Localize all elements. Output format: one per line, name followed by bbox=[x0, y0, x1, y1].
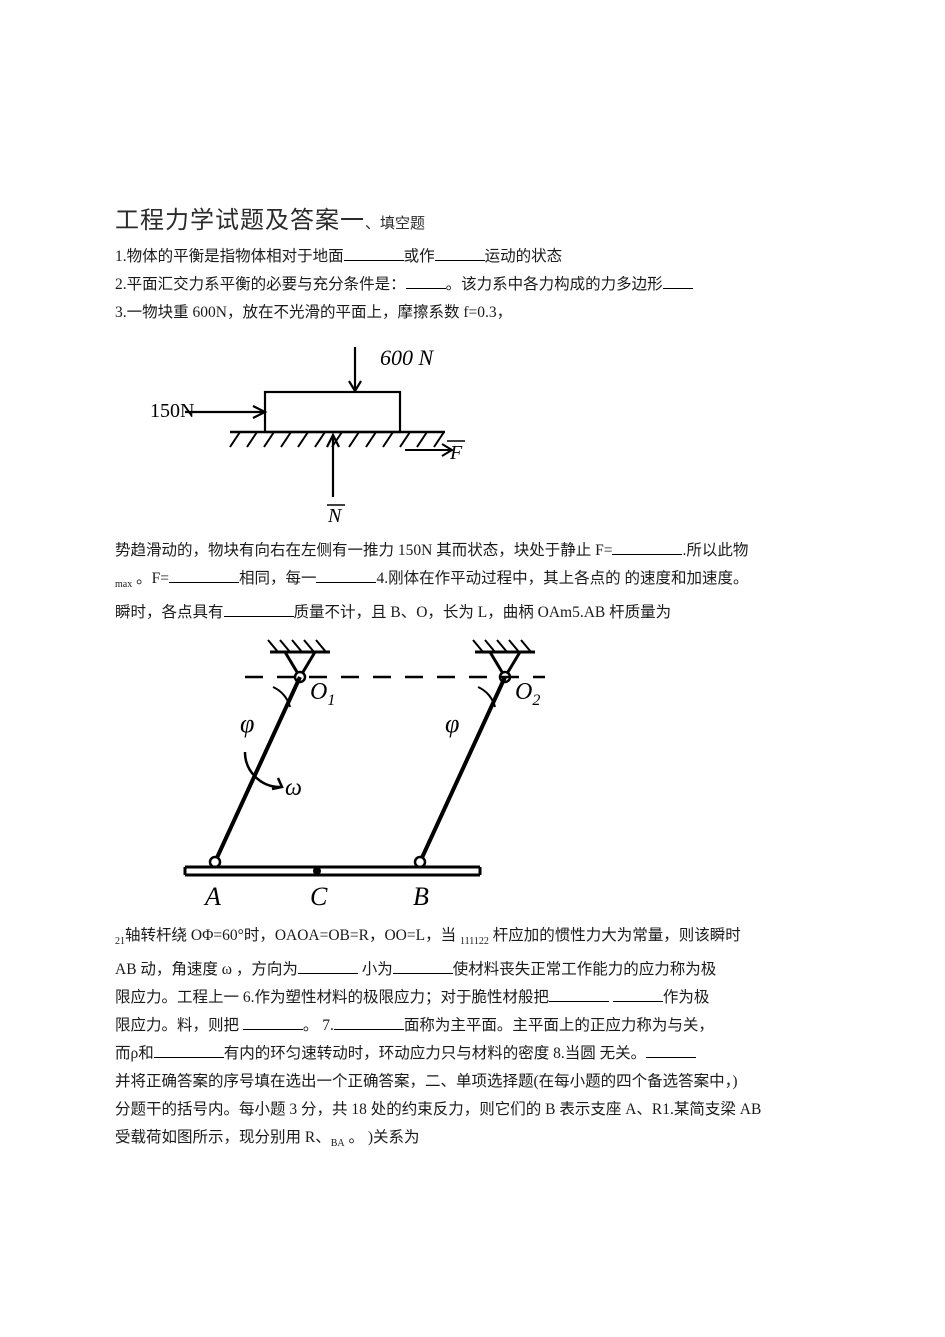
blank bbox=[393, 958, 453, 975]
blank bbox=[334, 1014, 404, 1031]
title-line: 工程力学试题及答案一、填空题 bbox=[115, 200, 830, 235]
section2-line2: 分题干的括号内。每小题 3 分，共 18 处的约束反力，则它们的 B 表示支座 … bbox=[115, 1096, 830, 1124]
blank bbox=[316, 567, 376, 584]
figure-1-svg: 600 N 150N bbox=[145, 337, 505, 527]
blank bbox=[612, 539, 682, 556]
label-150n: 150N bbox=[150, 400, 194, 422]
label-f: F bbox=[449, 442, 463, 464]
q10-b: 有内的环匀速转动时，环动应力只与材料的密度 8.当圆 无关。 bbox=[224, 1045, 646, 1062]
q5-line: 瞬时，各点具有 质量不计，且 B、O，长为 L，曲柄 OAm5.AB 杆质量为 bbox=[115, 599, 830, 627]
q2-line: 2.平面汇交力系平衡的必要与充分条件是： 。该力系中各力构成的力多边形 bbox=[115, 271, 830, 299]
support-o2 bbox=[473, 640, 535, 682]
section2-line1: 并将正确答案的序号填在选出一个正确答案，二、单项选择题(在每小题的四个备选答案中… bbox=[115, 1068, 830, 1096]
q4-d: 4.刚体在作平动过程中，其上各点的 的速度和加速度。 bbox=[376, 570, 748, 587]
blank bbox=[224, 601, 294, 618]
q7-a: AB 动，角速度 ω ，方向为 bbox=[115, 961, 298, 978]
q8-b: 作为极 bbox=[663, 989, 710, 1006]
q6-line: 21轴转杆绕 OΦ=60°时，OAOA=OB=R，OO=L，当 111122 杆… bbox=[115, 922, 830, 956]
q2-text-a: 2.平面汇交力系平衡的必要与充分条件是： bbox=[115, 276, 406, 293]
label-o1: O1 bbox=[310, 679, 335, 709]
blank bbox=[435, 245, 485, 262]
blank bbox=[298, 958, 358, 975]
label-b: B bbox=[413, 882, 429, 911]
q8-line: 限应力。工程上一 6.作为塑性材料的极限应力；对于脆性材般把 作为极 bbox=[115, 984, 830, 1012]
page-title: 工程力学试题及答案一 bbox=[115, 208, 365, 234]
label-600n: 600 N bbox=[380, 345, 435, 370]
blank bbox=[344, 245, 404, 262]
bar-o2-b bbox=[420, 677, 505, 862]
q3b-b: .所以此物 bbox=[682, 542, 748, 559]
blank bbox=[154, 1042, 224, 1059]
q9-b: 。 7. bbox=[303, 1017, 334, 1034]
label-phi2: φ bbox=[445, 709, 459, 738]
blank bbox=[169, 567, 239, 584]
q1-text-a: 1.物体的平衡是指物体相对于地面 bbox=[115, 248, 344, 265]
q1-text-b: 或作 bbox=[404, 248, 435, 265]
bar-o1-a bbox=[215, 677, 300, 862]
label-o2: O2 bbox=[515, 679, 540, 709]
q6-sub2: 111122 bbox=[460, 936, 489, 947]
sec2-d: 。 )关系为 bbox=[345, 1129, 420, 1146]
blank bbox=[613, 986, 663, 1003]
page: 工程力学试题及答案一、填空题 1.物体的平衡是指物体相对于地面 或作 运动的状态 2… bbox=[0, 0, 945, 1278]
figure-block-friction: 600 N 150N bbox=[145, 337, 830, 527]
q5-b: 质量不计，且 B、O，长为 L，曲柄 OAm5.AB 杆质量为 bbox=[294, 604, 672, 621]
blank bbox=[663, 273, 693, 290]
label-c: C bbox=[310, 882, 328, 911]
q6-sub1: 21 bbox=[115, 936, 125, 947]
support-o1 bbox=[268, 640, 330, 682]
q4-b: 。F= bbox=[132, 570, 169, 587]
sec2-c: 受载荷如图所示，现分别用 R、 bbox=[115, 1129, 331, 1146]
blank bbox=[406, 273, 446, 290]
q2-text-b: 。该力系中各力构成的力多边形 bbox=[446, 276, 663, 293]
label-n: N bbox=[327, 505, 343, 527]
blank bbox=[646, 1042, 696, 1059]
q9-c: 面称为主平面。主平面上的正应力称为与关， bbox=[404, 1017, 714, 1034]
q7-c: 使材料丧失正常工作能力的应力称为极 bbox=[453, 961, 717, 978]
q6-d: 杆应加的惯性力大为常量，则该瞬时 bbox=[489, 927, 741, 944]
q8-a: 限应力。工程上一 6.作为塑性材料的极限应力；对于脆性材般把 bbox=[115, 989, 549, 1006]
label-phi1: φ bbox=[240, 709, 254, 738]
q1-text-c: 运动的状态 bbox=[485, 248, 563, 265]
q7-line: AB 动，角速度 ω ，方向为 小为 使材料丧失正常工作能力的应力称为极 bbox=[115, 956, 830, 984]
q4-c: 相同，每一 bbox=[239, 570, 317, 587]
figure-linkage: O1 O2 φ φ ω A bbox=[145, 637, 830, 912]
q1-line: 1.物体的平衡是指物体相对于地面 或作 运动的状态 bbox=[115, 243, 830, 271]
q9-line: 限应力。料，则把 。 7. 面称为主平面。主平面上的正应力称为与关， bbox=[115, 1012, 830, 1040]
q5-a: 瞬时，各点具有 bbox=[115, 604, 224, 621]
point-c bbox=[313, 867, 321, 875]
q3b-line: 势趋滑动的，物块有向右在左侧有一推力 150N 其而状态，块处于静止 F= .所以… bbox=[115, 537, 830, 565]
figure-2-svg: O1 O2 φ φ ω A bbox=[145, 637, 575, 912]
q7-b: 小为 bbox=[358, 961, 393, 978]
q3b-a: 势趋滑动的，物块有向右在左侧有一推力 150N 其而状态，块处于静止 F= bbox=[115, 542, 612, 559]
q3-text: 3.一物块重 600N，放在不光滑的平面上，摩擦系数 f=0.3， bbox=[115, 304, 512, 321]
label-a: A bbox=[203, 882, 221, 911]
q9-a: 限应力。料，则把 bbox=[115, 1017, 243, 1034]
q4-sub: max bbox=[115, 579, 132, 590]
sec2-a: 并将正确答案的序号填在选出一个正确答案，二、单项选择题(在每小题的四个备选答案中… bbox=[115, 1073, 738, 1090]
q10-a: 而ρ和 bbox=[115, 1045, 154, 1062]
q6-b: 轴转杆绕 OΦ=60°时，OAOA=OB=R，OO=L，当 bbox=[125, 927, 460, 944]
blank bbox=[549, 986, 609, 1003]
label-omega: ω bbox=[285, 775, 302, 801]
block-rect bbox=[265, 392, 400, 432]
sec2-sub: BA bbox=[331, 1138, 345, 1149]
sec2-b: 分题干的括号内。每小题 3 分，共 18 处的约束反力，则它们的 B 表示支座 … bbox=[115, 1101, 761, 1118]
page-subtitle: 、填空题 bbox=[365, 216, 425, 232]
blank bbox=[243, 1014, 303, 1031]
q10-line: 而ρ和 有内的环匀速转动时，环动应力只与材料的密度 8.当圆 无关。 bbox=[115, 1040, 830, 1068]
section2-line3: 受载荷如图所示，现分别用 R、BA 。 )关系为 bbox=[115, 1124, 830, 1158]
q4-line: max 。F= 相同，每一 4.刚体在作平动过程中，其上各点的 的速度和加速度。 bbox=[115, 565, 830, 599]
q3-line: 3.一物块重 600N，放在不光滑的平面上，摩擦系数 f=0.3， bbox=[115, 299, 830, 327]
